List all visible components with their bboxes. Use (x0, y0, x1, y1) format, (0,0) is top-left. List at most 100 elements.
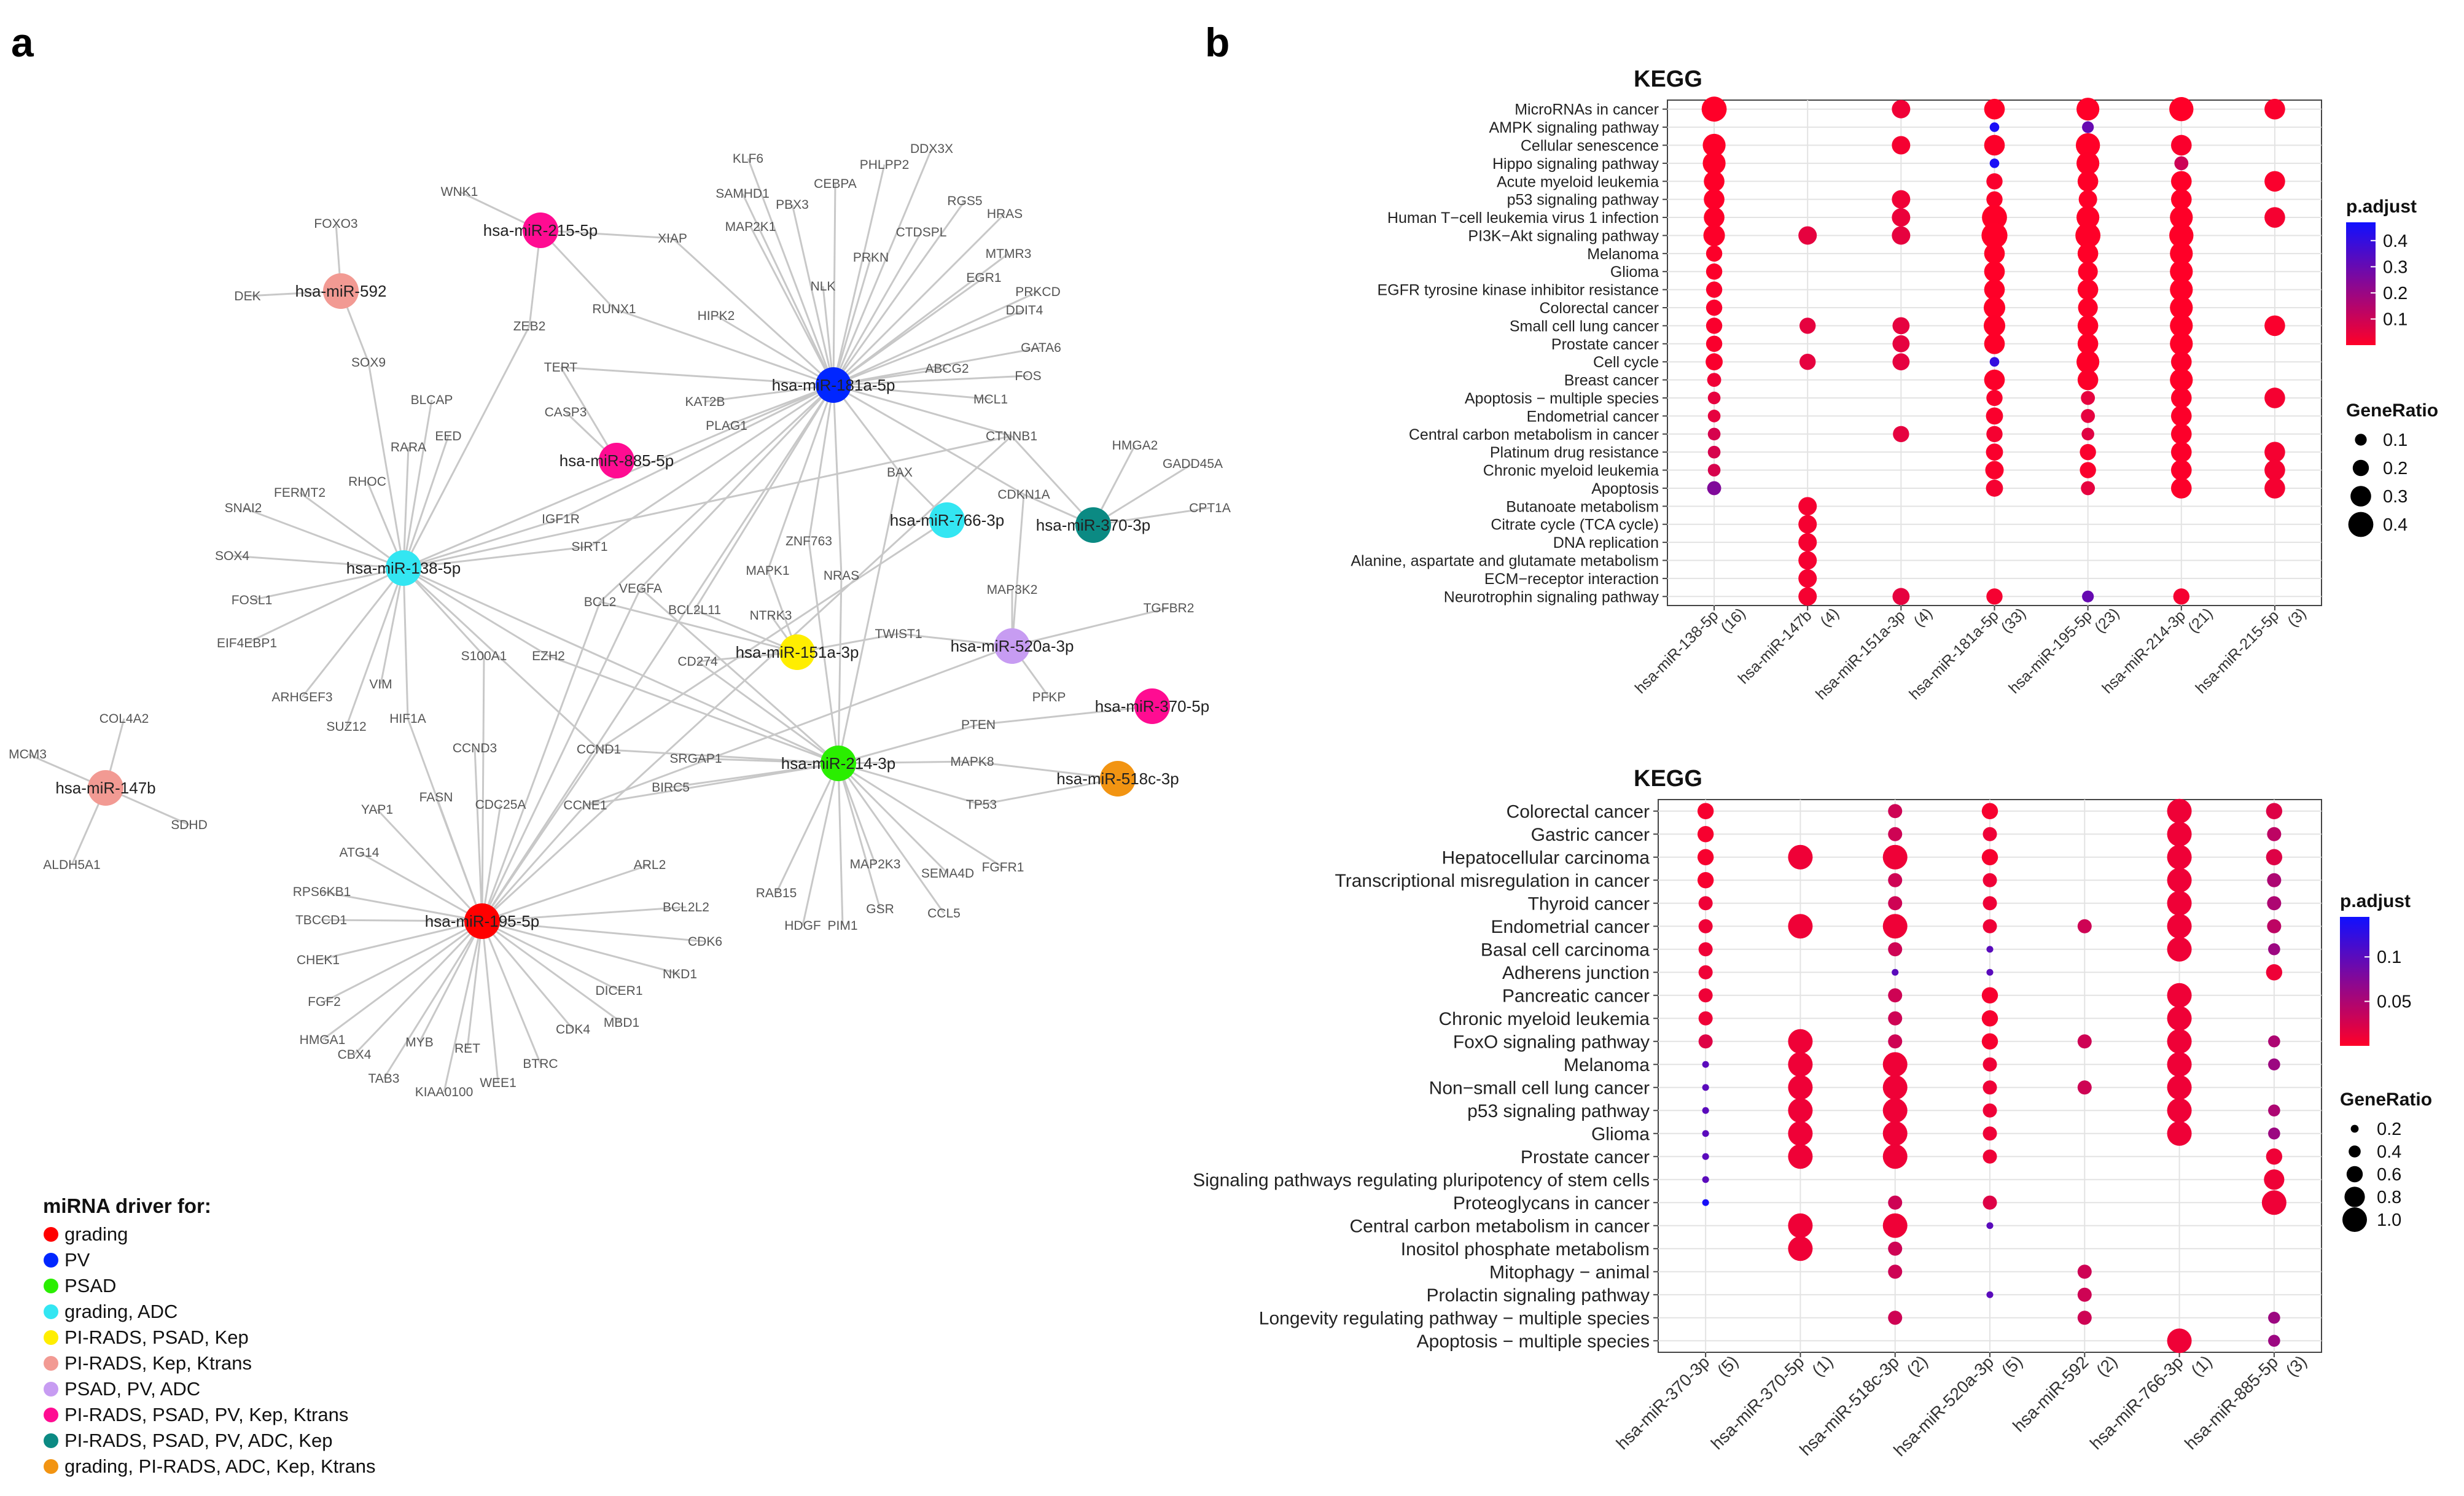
edge-m181-PBX3 (791, 204, 835, 386)
kegg1-dot-2 (1984, 98, 2005, 120)
kegg2-dot-27 (1788, 914, 1813, 939)
edge-m181-CTNNB1 (833, 384, 1012, 437)
gene-snai2: SNAI2 (225, 501, 262, 515)
gene-sdhd: SDHD (171, 818, 208, 832)
gene-arl2: ARL2 (634, 858, 666, 872)
edge-m214-CCL5 (837, 763, 945, 914)
gene-cdc25a: CDC25A (475, 798, 526, 812)
kegg2-dot-67 (2077, 1080, 2092, 1095)
edge-m138-EZH2 (403, 567, 549, 657)
edge-m520-TWIST1 (898, 633, 1013, 647)
gene-ntrk3: NTRK3 (750, 609, 792, 623)
edge-m520-CCNE1 (585, 645, 1013, 806)
kegg1-dot-55 (1706, 318, 1723, 334)
edge-m151-BCL2L11 (694, 609, 798, 653)
kegg2-dot-46 (1698, 1011, 1713, 1026)
edge-m195-YAP1 (376, 808, 483, 922)
mirna-label-m766: hsa-miR-766-3p (890, 511, 1004, 529)
kegg2-size-legend-label-1: 0.4 (2377, 1142, 2401, 1162)
kegg1-dot-31 (2170, 206, 2193, 229)
gene-mtmr3: MTMR3 (986, 247, 1032, 261)
kegg2-dot-21 (1698, 896, 1713, 911)
mirna-label-m147: hsa-miR-147b (55, 779, 155, 797)
kegg1-dot-30 (2076, 206, 2100, 229)
kegg1-dot-99 (2170, 459, 2192, 481)
kegg2-dot-8 (2167, 822, 2192, 847)
kegg2-dot-18 (1983, 873, 1997, 887)
legend-label-2: PSAD (64, 1275, 116, 1296)
edge-m181-HIPK2 (715, 314, 834, 386)
mirna-label-m3705: hsa-miR-370-5p (1095, 697, 1209, 715)
kegg1-dot-0 (1701, 96, 1727, 122)
gene-fasn: FASN (419, 790, 453, 804)
kegg2-dot-48 (1981, 1010, 1998, 1027)
kegg1-dot-43 (1706, 263, 1723, 280)
gene-gadd45a: GADD45A (1163, 457, 1223, 471)
gene-eed: EED (435, 429, 461, 443)
kegg2-dot-74 (2268, 1104, 2280, 1117)
kegg2-term-6: Basal cell carcinoma (1481, 940, 1650, 960)
kegg2-dot-86 (1702, 1176, 1709, 1183)
edge-m195-TAB3 (383, 921, 483, 1079)
kegg1-term-24: DNA replication (1553, 534, 1659, 551)
kegg2-category-3: hsa-miR-520a-3p(5) (1890, 1338, 2026, 1474)
kegg2-dot-52 (1888, 1034, 1903, 1049)
edge-m215-XIAP (540, 229, 673, 240)
edge-m214-CCND1 (598, 748, 839, 765)
kegg1-dot-48 (1984, 279, 2005, 300)
kegg1-dot-103 (2081, 481, 2096, 496)
legend-label-3: grading, ADC (64, 1301, 177, 1322)
kegg2-size-legend-label-0: 0.2 (2377, 1120, 2401, 1139)
kegg2-dot-19 (2167, 868, 2192, 893)
edge-m181-IGF1R (560, 384, 834, 520)
legend-label-1: PV (64, 1249, 90, 1271)
kegg1-dot-58 (1983, 314, 2006, 337)
edge-m214-NRAS (837, 575, 843, 764)
kegg1-dot-23 (1892, 190, 1911, 209)
mirna-node-m885 (599, 443, 634, 478)
edge-m181-CDKN1A (833, 384, 1024, 496)
kegg2-dot-62 (2268, 1058, 2280, 1071)
kegg2-colorbar-label-1: 0.05 (2377, 992, 2411, 1012)
gene-abcg2: ABCG2 (925, 362, 969, 376)
gene-sirt1: SIRT1 (571, 540, 607, 554)
kegg2-dot-13 (1981, 849, 1998, 865)
kegg1-dot-6 (1989, 122, 2000, 132)
kegg1-term-10: EGFR tyrosine kinase inhibitor resistanc… (1377, 282, 1659, 299)
kegg1-dot-97 (1985, 461, 2004, 480)
legend-swatch-7 (44, 1408, 58, 1422)
edge-m151-BCL2 (599, 601, 798, 653)
mirna-label-m138: hsa-miR-138-5p (346, 559, 461, 577)
gene-nras: NRAS (824, 569, 859, 583)
kegg1-dot-115 (2173, 588, 2189, 605)
kegg2-dot-24 (2167, 890, 2192, 916)
kegg1-dot-87 (1893, 426, 1909, 442)
edge-m195-CHEK1 (318, 920, 483, 961)
gene-pten: PTEN (961, 718, 996, 732)
edge-m138-VIM (380, 567, 405, 685)
kegg1-dot-17 (1704, 171, 1725, 192)
mirna-label-m181: hsa-miR-181a-5p (772, 376, 895, 394)
kegg2-dot-17 (1888, 873, 1903, 887)
kegg1-colorbar-label-2: 0.2 (2383, 284, 2407, 303)
kegg2-dot-38 (1698, 965, 1713, 980)
gene-plag1: PLAG1 (706, 419, 747, 433)
kegg1-dot-96 (1707, 464, 1721, 477)
kegg2-dot-7 (1983, 827, 1997, 841)
edge-m195-HIF1A (407, 718, 483, 922)
kegg2-dot-88 (1702, 1199, 1709, 1206)
mirna-label-m195: hsa-miR-195-5p (425, 912, 539, 930)
kegg1-term-21: Apoptosis (1591, 480, 1659, 497)
gene-cdkn1a: CDKN1A (997, 488, 1050, 502)
kegg1-dot-1 (1892, 99, 1911, 119)
gene-birc5: BIRC5 (652, 781, 690, 795)
edge-m181-EGR1 (833, 276, 984, 386)
kegg1-term-14: Cell cycle (1593, 354, 1659, 371)
kegg1-dot-18 (1986, 173, 2003, 190)
gene-wee1: WEE1 (480, 1076, 517, 1090)
gene-ctdspl: CTDSPL (896, 225, 947, 240)
gene-zeb2: ZEB2 (513, 319, 546, 333)
edge-m195-HMGA1 (322, 920, 483, 1041)
kegg1-size-legend-label-1: 0.2 (2383, 459, 2407, 478)
gene-samhd1: SAMHD1 (715, 187, 770, 201)
